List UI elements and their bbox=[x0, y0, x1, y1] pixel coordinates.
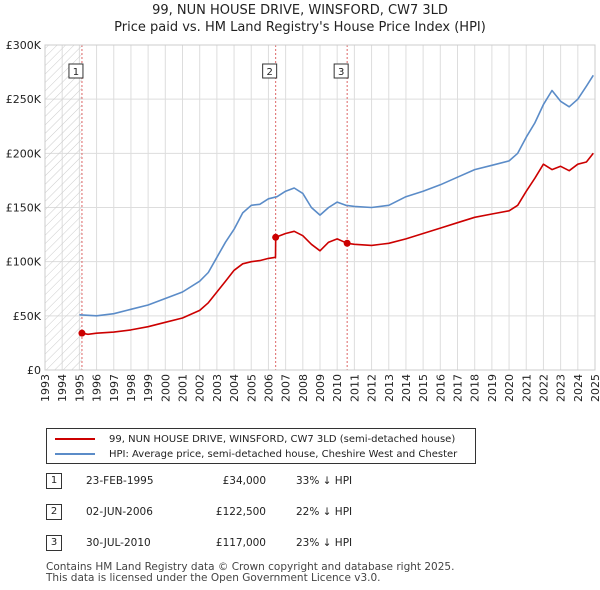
x-tick-label: 1999 bbox=[142, 374, 155, 402]
x-tick-label: 2021 bbox=[520, 374, 533, 402]
y-tick-label: £100K bbox=[6, 256, 42, 269]
sale-label-text: 1 bbox=[73, 67, 79, 78]
x-tick-label: 2004 bbox=[228, 374, 241, 402]
hpi-line bbox=[79, 74, 594, 317]
sale-label-text: 2 bbox=[266, 67, 272, 78]
sale-point bbox=[78, 329, 86, 337]
x-tick-label: 2019 bbox=[486, 374, 499, 402]
transaction-hpi-diff: 33% ↓ HPI bbox=[296, 475, 353, 487]
legend-item-hpi: HPI: Average price, semi-detached house,… bbox=[55, 447, 457, 461]
transaction-date: 23-FEB-1995 bbox=[86, 475, 154, 487]
sale-label-box bbox=[333, 63, 349, 79]
plot-frame bbox=[44, 44, 596, 371]
x-tick-label: 2016 bbox=[434, 374, 447, 402]
legend: 99, NUN HOUSE DRIVE, WINSFORD, CW7 3LD (… bbox=[46, 428, 476, 464]
y-tick-label: £50K bbox=[13, 310, 42, 323]
x-tick-label: 2012 bbox=[366, 374, 379, 402]
footer: Contains HM Land Registry data © Crown c… bbox=[46, 562, 454, 584]
x-tick-label: 2003 bbox=[211, 374, 224, 402]
chart-title-block: 99, NUN HOUSE DRIVE, WINSFORD, CW7 3LD P… bbox=[0, 2, 600, 36]
x-tick-label: 1997 bbox=[108, 374, 121, 402]
transaction-date: 30-JUL-2010 bbox=[86, 537, 151, 549]
price-chart: 1 2 3 £0 £50K £100K £150K £200K £250K £300K 1993 1… bbox=[6, 39, 600, 402]
transaction-price: £34,000 bbox=[222, 475, 266, 487]
price-paid-line bbox=[81, 152, 594, 336]
legend-line-hpi bbox=[55, 453, 95, 455]
x-tick-label: 1995 bbox=[73, 374, 86, 402]
x-tick-label: 2007 bbox=[280, 374, 293, 402]
sale-label-box bbox=[262, 63, 278, 79]
y-tick-label: £150K bbox=[6, 202, 42, 215]
legend-item-price-paid: 99, NUN HOUSE DRIVE, WINSFORD, CW7 3LD (… bbox=[55, 432, 455, 446]
transaction-date: 02-JUN-2006 bbox=[86, 506, 153, 518]
chart-subtitle: Price paid vs. HM Land Registry's House … bbox=[114, 20, 486, 35]
transaction-number: 2 bbox=[46, 504, 62, 520]
pre-data-hatch bbox=[45, 45, 82, 370]
x-tick-label: 2013 bbox=[383, 374, 396, 402]
transaction-hpi-diff: 22% ↓ HPI bbox=[296, 506, 353, 518]
x-tick-label: 2014 bbox=[400, 374, 413, 402]
sale-point bbox=[343, 239, 351, 247]
transaction-hpi-diff: 23% ↓ HPI bbox=[296, 537, 353, 549]
x-tick-label: 2024 bbox=[572, 374, 585, 402]
sale-label-box bbox=[68, 63, 84, 79]
x-tick-label: 2017 bbox=[452, 374, 465, 402]
y-tick-label: £250K bbox=[6, 93, 42, 106]
transaction-price: £117,000 bbox=[215, 537, 266, 549]
x-tick-label: 2023 bbox=[555, 374, 568, 402]
x-tick-label: 2005 bbox=[245, 374, 258, 402]
transaction-number: 3 bbox=[46, 535, 62, 551]
table-row: 2 02-JUN-2006 £122,500 22% ↓ HPI bbox=[46, 504, 386, 522]
table-row: 1 23-FEB-1995 £34,000 33% ↓ HPI bbox=[46, 473, 386, 491]
x-tick-label: 2022 bbox=[537, 374, 550, 402]
y-tick-label: £200K bbox=[6, 147, 42, 160]
x-tick-label: 1993 bbox=[39, 374, 52, 402]
x-tick-label: 2025 bbox=[589, 374, 600, 402]
x-tick-label: 2010 bbox=[331, 374, 344, 402]
x-tick-label: 2015 bbox=[417, 374, 430, 402]
x-tick-label: 2000 bbox=[159, 374, 172, 402]
x-tick-label: 2009 bbox=[314, 374, 327, 402]
legend-label-hpi: HPI: Average price, semi-detached house,… bbox=[109, 448, 458, 460]
sale-point bbox=[272, 233, 280, 241]
transaction-number: 1 bbox=[46, 473, 62, 489]
y-tick-label: £300K bbox=[6, 39, 42, 52]
table-row: 3 30-JUL-2010 £117,000 23% ↓ HPI bbox=[46, 535, 386, 553]
y-tick-label: £0 bbox=[27, 364, 41, 377]
legend-line-price-paid bbox=[55, 438, 95, 440]
x-tick-label: 2018 bbox=[469, 374, 482, 402]
x-tick-label: 2011 bbox=[348, 374, 361, 402]
x-tick-label: 2008 bbox=[297, 374, 310, 402]
x-tick-label: 1994 bbox=[56, 374, 69, 402]
sale-label-text: 3 bbox=[338, 67, 344, 78]
x-tick-label: 1998 bbox=[125, 374, 138, 402]
x-tick-label: 2002 bbox=[194, 374, 207, 402]
chart-title: 99, NUN HOUSE DRIVE, WINSFORD, CW7 3LD bbox=[152, 3, 448, 18]
transaction-price: £122,500 bbox=[215, 506, 266, 518]
footer-licence: This data is licensed under the Open Gov… bbox=[46, 572, 381, 584]
x-tick-label: 2020 bbox=[503, 374, 516, 402]
legend-label-price-paid: 99, NUN HOUSE DRIVE, WINSFORD, CW7 3LD (… bbox=[109, 433, 456, 445]
x-tick-label: 2001 bbox=[177, 374, 190, 402]
x-tick-label: 1996 bbox=[91, 374, 104, 402]
footer-copyright: Contains HM Land Registry data © Crown c… bbox=[46, 561, 455, 573]
x-tick-label: 2006 bbox=[262, 374, 275, 402]
